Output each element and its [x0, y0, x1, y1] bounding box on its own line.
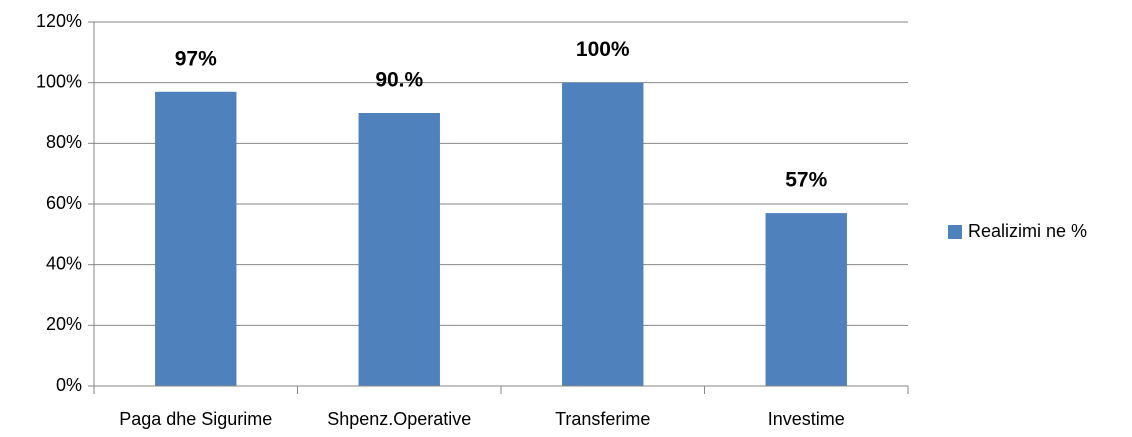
bar — [765, 213, 847, 386]
x-tick-label: Paga dhe Sigurime — [119, 409, 272, 429]
y-tick-label: 100% — [36, 71, 82, 91]
x-tick-label: Shpenz.Operative — [327, 409, 471, 429]
legend-label: Realizimi ne % — [968, 221, 1087, 241]
x-tick-label: Transferime — [555, 409, 650, 429]
value-label: 57% — [785, 169, 827, 192]
y-tick-label: 80% — [46, 132, 82, 152]
legend-swatch — [948, 225, 962, 239]
x-tick-label: Investime — [768, 409, 845, 429]
value-label: 97% — [175, 47, 217, 70]
bar — [358, 113, 440, 386]
bar — [155, 91, 237, 387]
value-label: 100% — [576, 38, 630, 61]
y-tick-label: 120% — [36, 11, 82, 31]
y-tick-label: 60% — [46, 193, 82, 213]
y-tick-label: 40% — [46, 253, 82, 273]
value-label: 90.% — [375, 69, 423, 92]
y-tick-label: 0% — [56, 375, 82, 395]
y-tick-label: 20% — [46, 314, 82, 334]
bar — [562, 82, 644, 387]
